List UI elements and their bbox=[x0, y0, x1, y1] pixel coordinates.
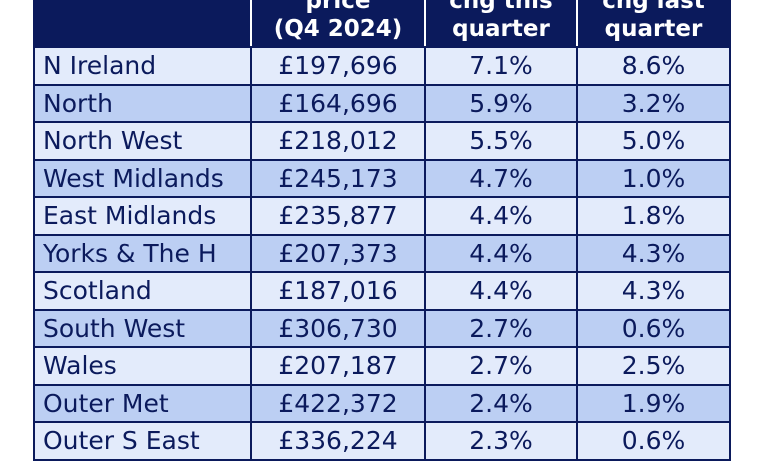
cell-change-this-quarter: 5.9% bbox=[424, 83, 578, 123]
cell-price: £306,730 bbox=[250, 308, 426, 348]
header-this-line1: chg this bbox=[449, 0, 553, 14]
header-price-line2: (Q4 2024) bbox=[273, 16, 403, 42]
cell-region: Yorks & The H bbox=[33, 233, 252, 273]
cell-region: North West bbox=[33, 121, 252, 161]
cell-region: North bbox=[33, 83, 252, 123]
table-row: West Midlands £245,173 4.7% 1.0% bbox=[33, 158, 731, 198]
cell-change-this-quarter: 4.4% bbox=[424, 196, 578, 236]
cell-change-last-quarter: 4.3% bbox=[576, 271, 731, 311]
cell-region: South West bbox=[33, 308, 252, 348]
cell-change-last-quarter: 3.2% bbox=[576, 83, 731, 123]
header-row: price (Q4 2024) chg this quarter chg las… bbox=[33, 0, 731, 48]
cell-change-this-quarter: 2.7% bbox=[424, 308, 578, 348]
cell-price: £218,012 bbox=[250, 121, 426, 161]
cell-price: £235,877 bbox=[250, 196, 426, 236]
table-row: Outer Met £422,372 2.4% 1.9% bbox=[33, 383, 731, 423]
house-price-table-container: price (Q4 2024) chg this quarter chg las… bbox=[33, 0, 731, 461]
table-header: price (Q4 2024) chg this quarter chg las… bbox=[33, 0, 731, 48]
table-row: Outer S East £336,224 2.3% 0.6% bbox=[33, 421, 731, 461]
cell-price: £245,173 bbox=[250, 158, 426, 198]
table-row: North West £218,012 5.5% 5.0% bbox=[33, 121, 731, 161]
cell-change-last-quarter: 5.0% bbox=[576, 121, 731, 161]
cell-change-this-quarter: 2.3% bbox=[424, 421, 578, 461]
cell-region: Outer S East bbox=[33, 421, 252, 461]
table-row: Scotland £187,016 4.4% 4.3% bbox=[33, 271, 731, 311]
cell-region: Wales bbox=[33, 346, 252, 386]
cell-region: East Midlands bbox=[33, 196, 252, 236]
cell-change-last-quarter: 4.3% bbox=[576, 233, 731, 273]
cell-price: £207,373 bbox=[250, 233, 426, 273]
cell-price: £164,696 bbox=[250, 83, 426, 123]
header-region bbox=[33, 0, 252, 48]
cell-price: £422,372 bbox=[250, 383, 426, 423]
cell-change-this-quarter: 4.4% bbox=[424, 233, 578, 273]
cell-region: Outer Met bbox=[33, 383, 252, 423]
cell-region: N Ireland bbox=[33, 46, 252, 86]
table-row: North £164,696 5.9% 3.2% bbox=[33, 83, 731, 123]
header-change-last-quarter: chg last quarter bbox=[576, 0, 731, 48]
cell-change-this-quarter: 5.5% bbox=[424, 121, 578, 161]
table-row: East Midlands £235,877 4.4% 1.8% bbox=[33, 196, 731, 236]
cell-change-this-quarter: 2.7% bbox=[424, 346, 578, 386]
header-price: price (Q4 2024) bbox=[250, 0, 426, 48]
table-body: N Ireland £197,696 7.1% 8.6% North £164,696 5.… bbox=[33, 46, 731, 461]
table-row: Wales £207,187 2.7% 2.5% bbox=[33, 346, 731, 386]
cell-price: £187,016 bbox=[250, 271, 426, 311]
cell-change-this-quarter: 4.4% bbox=[424, 271, 578, 311]
cell-price: £197,696 bbox=[250, 46, 426, 86]
header-last-line2: quarter bbox=[604, 16, 703, 42]
house-price-table: price (Q4 2024) chg this quarter chg las… bbox=[33, 0, 731, 461]
cell-change-last-quarter: 2.5% bbox=[576, 346, 731, 386]
cell-change-this-quarter: 7.1% bbox=[424, 46, 578, 86]
cell-region: West Midlands bbox=[33, 158, 252, 198]
header-change-this-quarter: chg this quarter bbox=[424, 0, 578, 48]
header-this-line2: quarter bbox=[452, 16, 550, 42]
header-last-line1: chg last bbox=[602, 0, 705, 14]
cell-change-last-quarter: 1.9% bbox=[576, 383, 731, 423]
cell-change-last-quarter: 1.8% bbox=[576, 196, 731, 236]
table-row: South West £306,730 2.7% 0.6% bbox=[33, 308, 731, 348]
cell-price: £336,224 bbox=[250, 421, 426, 461]
cell-price: £207,187 bbox=[250, 346, 426, 386]
cell-change-last-quarter: 1.0% bbox=[576, 158, 731, 198]
table-row: Yorks & The H £207,373 4.4% 4.3% bbox=[33, 233, 731, 273]
header-price-line1: price bbox=[305, 0, 371, 14]
cell-change-this-quarter: 4.7% bbox=[424, 158, 578, 198]
cell-region: Scotland bbox=[33, 271, 252, 311]
cell-change-last-quarter: 0.6% bbox=[576, 421, 731, 461]
cell-change-last-quarter: 8.6% bbox=[576, 46, 731, 86]
cell-change-this-quarter: 2.4% bbox=[424, 383, 578, 423]
cell-change-last-quarter: 0.6% bbox=[576, 308, 731, 348]
table-row: N Ireland £197,696 7.1% 8.6% bbox=[33, 46, 731, 86]
